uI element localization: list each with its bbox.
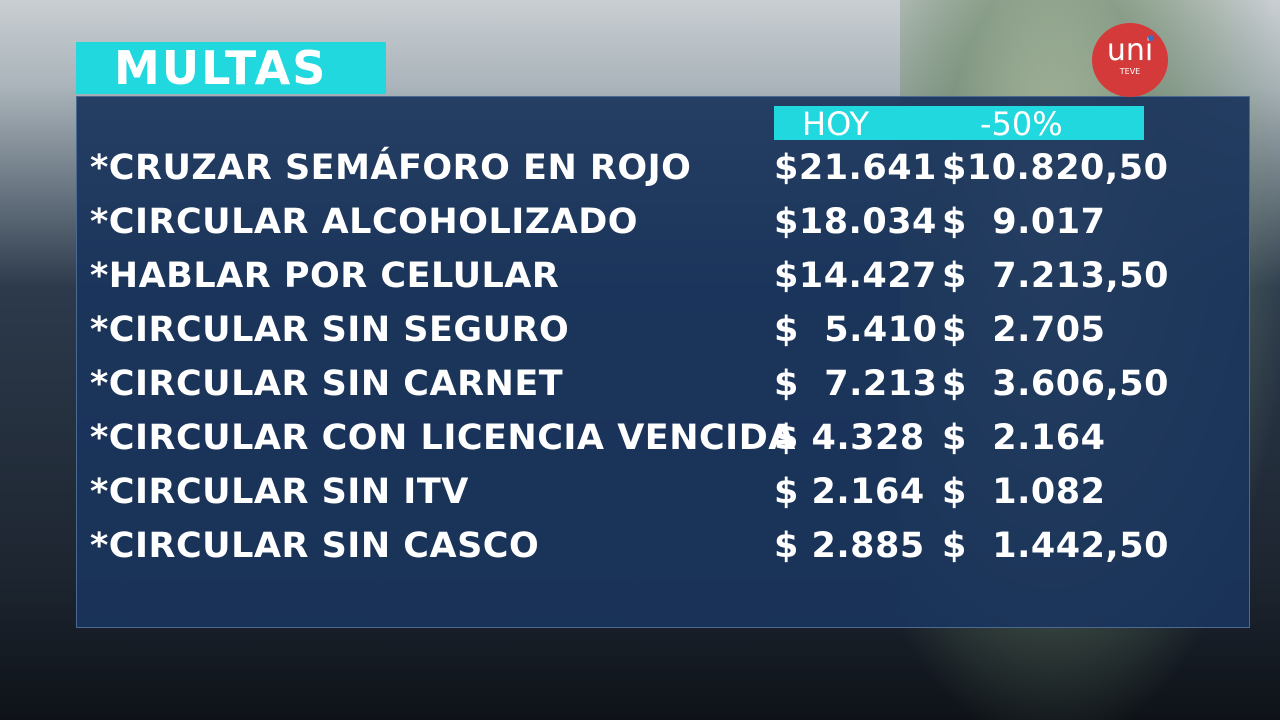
fine-label: *HABLAR POR CELULAR	[90, 256, 560, 296]
fine-today: $ 2.164	[774, 472, 925, 512]
header-discount: -50%	[980, 105, 1063, 143]
fine-today: $ 4.328	[774, 418, 925, 458]
fine-label: *CIRCULAR CON LICENCIA VENCIDA	[90, 418, 796, 458]
fine-label: *CIRCULAR SIN CARNET	[90, 364, 564, 404]
fine-discount: $ 1.442,50	[942, 526, 1169, 566]
fine-discount: $ 9.017	[942, 202, 1106, 242]
fine-today: $ 5.410	[774, 310, 938, 350]
fine-discount: $ 1.082	[942, 472, 1106, 512]
page-title: MULTAS	[76, 42, 386, 94]
fine-today: $ 7.213	[774, 364, 938, 404]
header-today: HOY	[802, 105, 870, 143]
fine-discount: $ 2.164	[942, 418, 1106, 458]
fine-label: *CIRCULAR SIN CASCO	[90, 526, 540, 566]
fine-today: $ 2.885	[774, 526, 925, 566]
fine-label: *CRUZAR SEMÁFORO EN ROJO	[90, 148, 692, 188]
fine-label: *CIRCULAR ALCOHOLIZADO	[90, 202, 639, 242]
channel-logo: uni TEVE	[1092, 23, 1168, 97]
fine-today: $21.641	[774, 148, 937, 188]
fine-today: $14.427	[774, 256, 937, 296]
fine-discount: $ 3.606,50	[942, 364, 1169, 404]
fine-discount: $ 2.705	[942, 310, 1106, 350]
fine-label: *CIRCULAR SIN ITV	[90, 472, 469, 512]
fine-today: $18.034	[774, 202, 937, 242]
column-header: HOY -50%	[774, 105, 1144, 143]
fine-label: *CIRCULAR SIN SEGURO	[90, 310, 570, 350]
fines-panel	[76, 96, 1250, 628]
fine-discount: $ 7.213,50	[942, 256, 1169, 296]
fine-discount: $10.820,50	[942, 148, 1169, 188]
